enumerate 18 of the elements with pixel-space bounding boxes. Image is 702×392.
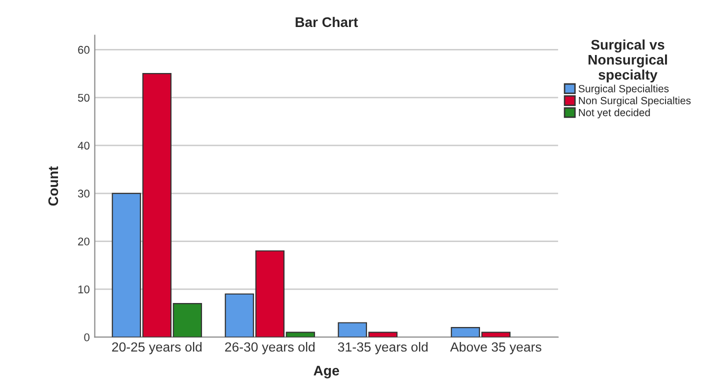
y-tick-label: 10	[78, 285, 90, 294]
x-tick-label: 20-25 years old	[112, 342, 202, 354]
legend-label: Surgical Specialties	[578, 84, 669, 94]
x-tick-label: 26-30 years old	[225, 342, 315, 354]
x-tick-label: Above 35 years	[450, 342, 542, 354]
y-tick-label: 0	[84, 333, 90, 342]
x-axis-title: Age	[314, 366, 340, 378]
y-tick-label: 20	[78, 238, 90, 246]
legend-title: Surgical vs Nonsurgical specialty	[588, 39, 667, 82]
y-tick-label: 60	[78, 46, 90, 54]
legend-label: Non Surgical Specialties	[578, 96, 691, 106]
legend-label: Not yet decided	[578, 108, 650, 118]
chart-title: Bar Chart	[296, 16, 358, 28]
y-axis-title: Count	[48, 166, 58, 206]
y-tick-label: 50	[78, 94, 90, 102]
y-tick-label: 30	[78, 190, 90, 198]
x-tick-label: 31-35 years old	[338, 342, 428, 354]
y-tick-label: 40	[78, 142, 90, 150]
